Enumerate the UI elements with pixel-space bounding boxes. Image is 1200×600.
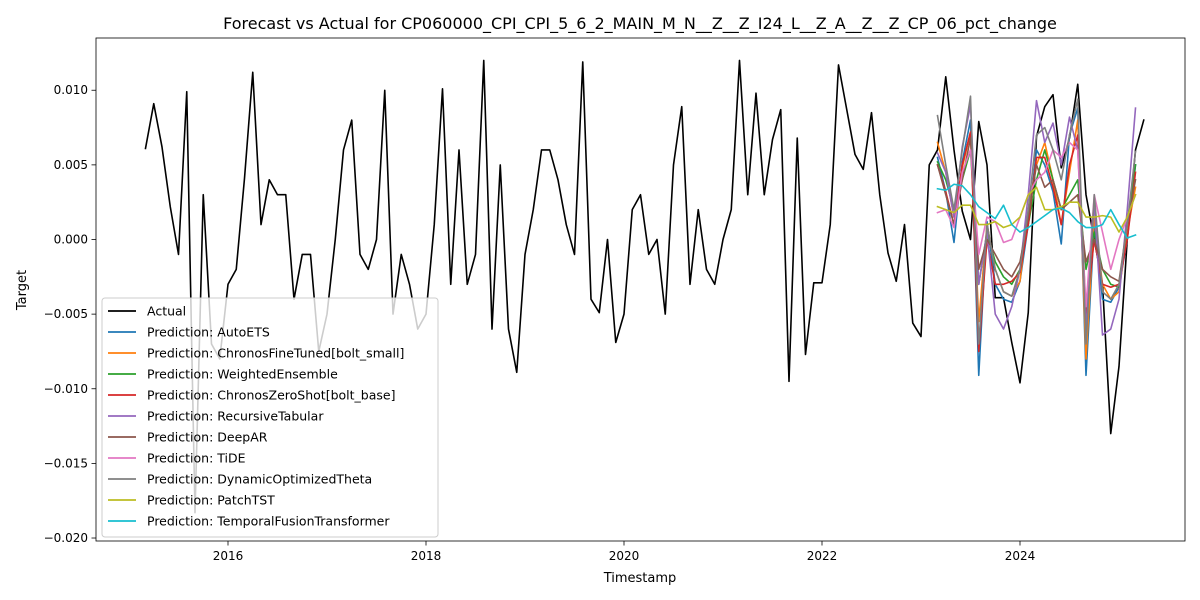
chart-title: Forecast vs Actual for CP060000_CPI_CPI_… (223, 14, 1057, 34)
legend-label: Prediction: DynamicOptimizedTheta (147, 472, 372, 487)
legend-label: Prediction: RecursiveTabular (147, 409, 324, 424)
x-tick-label: 2020 (609, 549, 640, 563)
plot-area (144, 59, 1145, 514)
series-line-prediction-6 (936, 141, 1137, 308)
plot-frame (95, 37, 1186, 542)
legend-label: Prediction: TemporalFusionTransformer (147, 514, 390, 529)
legend-box (101, 297, 439, 538)
y-tick-label: −0.010 (44, 382, 88, 396)
y-axis-ticks: −0.020 −0.015 −0.010 −0.005 0.000 0.005 0.010 (44, 83, 96, 545)
x-tick-label: 2018 (411, 549, 442, 563)
series-line-actual (144, 59, 1145, 514)
legend-label: Prediction: PatchTST (147, 493, 275, 508)
series-line-prediction-5 (936, 137, 1137, 283)
x-tick-label: 2022 (807, 549, 838, 563)
y-tick-label: 0.005 (54, 158, 88, 172)
legend-label: Prediction: AutoETS (147, 325, 270, 340)
legend-label: Prediction: TiDE (147, 451, 246, 466)
y-tick-label: 0.010 (54, 83, 88, 97)
legend-label: Prediction: WeightedEnsemble (147, 367, 338, 382)
legend-label: Prediction: ChronosZeroShot[bolt_base] (147, 388, 395, 403)
series-line-prediction-8 (936, 186, 1137, 233)
x-tick-label: 2016 (213, 549, 244, 563)
y-axis-label: Target (15, 270, 30, 311)
x-axis-label: Timestamp (603, 571, 677, 586)
x-tick-label: 2024 (1005, 549, 1036, 563)
y-tick-label: −0.005 (44, 307, 88, 321)
y-tick-label: −0.015 (44, 456, 88, 470)
series-line-prediction-7 (936, 95, 1137, 345)
y-tick-label: 0.000 (54, 232, 88, 246)
series-line-prediction-9 (936, 183, 1137, 239)
legend-label: Prediction: ChronosFineTuned[bolt_small] (147, 346, 404, 361)
legend-label: Prediction: DeepAR (147, 430, 268, 445)
x-axis-ticks: 2016 2018 2020 2022 2024 (213, 541, 1036, 563)
y-tick-label: −0.020 (44, 531, 88, 545)
legend: Actual Prediction: AutoETS Prediction: Chr… (101, 297, 439, 538)
legend-label: Actual (147, 304, 186, 319)
